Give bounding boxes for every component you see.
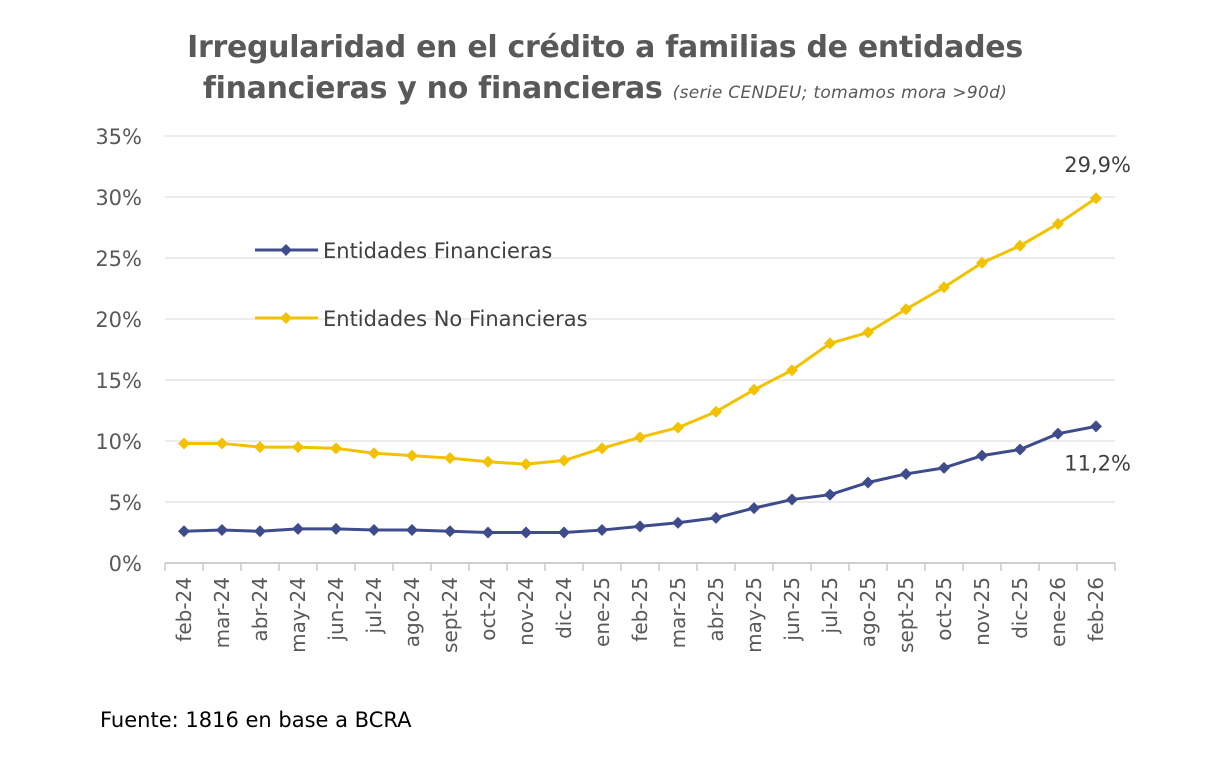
- x-tick-label: mar-24: [210, 577, 234, 648]
- data-point: [520, 458, 532, 471]
- data-point: [672, 516, 684, 529]
- data-point: [178, 437, 190, 450]
- chart-title-line2: financieras y no financieras (serie CEND…: [0, 68, 1210, 114]
- data-point: [216, 524, 228, 537]
- data-point: [976, 449, 988, 462]
- legend-swatch-marker: [280, 312, 292, 324]
- data-point: [1090, 192, 1102, 205]
- data-point: [330, 522, 342, 535]
- data-point: [710, 511, 722, 524]
- x-tick-label: oct-25: [932, 577, 956, 641]
- y-tick-label: 15%: [95, 369, 142, 393]
- data-point: [862, 476, 874, 489]
- legend-label: Entidades Financieras: [323, 239, 552, 263]
- data-point: [406, 449, 418, 462]
- data-point: [824, 488, 836, 501]
- y-tick-label: 10%: [95, 430, 142, 454]
- x-tick-label: ago-25: [856, 577, 880, 647]
- data-point: [1090, 420, 1102, 433]
- y-tick-label: 25%: [95, 247, 142, 271]
- data-point: [786, 364, 798, 377]
- data-point: [254, 441, 266, 454]
- data-point: [976, 256, 988, 269]
- data-point: [596, 442, 608, 455]
- data-point: [558, 454, 570, 467]
- x-tick-label: dic-25: [1008, 577, 1032, 639]
- x-tick-label: feb-25: [628, 577, 652, 642]
- x-tick-label: jun-24: [324, 577, 348, 642]
- x-tick-label: ago-24: [400, 577, 424, 647]
- legend-label: Entidades No Financieras: [323, 307, 588, 331]
- data-point: [178, 525, 190, 538]
- data-point: [900, 467, 912, 480]
- data-point: [292, 522, 304, 535]
- y-tick-label: 30%: [95, 186, 142, 210]
- data-point: [1052, 217, 1064, 230]
- data-point: [862, 326, 874, 339]
- data-point: [558, 526, 570, 539]
- x-tick-label: may-25: [742, 577, 766, 653]
- data-point: [444, 525, 456, 538]
- y-tick-label: 20%: [95, 308, 142, 332]
- x-tick-label: sept-25: [894, 577, 918, 653]
- chart-title-line2-text: financieras y no financieras: [202, 71, 663, 106]
- data-label: 11,2%: [1064, 451, 1131, 475]
- data-point: [710, 405, 722, 418]
- x-tick-label: feb-24: [172, 577, 196, 642]
- x-tick-label: ene-26: [1046, 577, 1070, 647]
- chart-title: Irregularidad en el crédito a familias d…: [0, 28, 1210, 114]
- line-chart: 0% 5% 10% 15% 20% 25% 30% 35% feb-24 mar-24 abr-24…: [95, 125, 1131, 653]
- y-tick-label: 35%: [95, 125, 142, 149]
- data-label: 29,9%: [1064, 153, 1131, 177]
- x-tick-label: nov-24: [514, 577, 538, 646]
- legend-swatch-marker: [280, 244, 292, 256]
- chart-subtitle: (serie CENDEU; tomamos mora >90d): [672, 83, 1008, 103]
- chart-title-line1: Irregularidad en el crédito a familias d…: [187, 30, 1023, 65]
- x-tick-label: jul-24: [362, 577, 386, 634]
- data-point: [824, 337, 836, 350]
- data-point: [634, 431, 646, 444]
- data-point: [672, 421, 684, 434]
- data-point: [292, 441, 304, 454]
- x-tick-label: nov-25: [970, 577, 994, 646]
- x-tick-label: abr-24: [248, 577, 272, 642]
- data-point: [786, 493, 798, 506]
- data-point: [748, 383, 760, 396]
- data-point: [482, 455, 494, 468]
- x-tick-label: mar-25: [666, 577, 690, 648]
- data-point: [1014, 443, 1026, 456]
- data-point: [938, 281, 950, 294]
- data-point: [748, 502, 760, 515]
- y-tick-label: 5%: [109, 491, 142, 515]
- data-point: [368, 447, 380, 460]
- x-tick-label: ene-25: [590, 577, 614, 647]
- data-point: [368, 524, 380, 537]
- x-tick-label: feb-26: [1084, 577, 1108, 642]
- data-point: [900, 303, 912, 316]
- data-point: [444, 452, 456, 465]
- x-tick-label: dic-24: [552, 577, 576, 639]
- x-tick-label: may-24: [286, 577, 310, 653]
- x-tick-label: jun-25: [780, 577, 804, 642]
- data-point: [1052, 427, 1064, 440]
- x-tick-label: jul-25: [818, 577, 842, 634]
- data-point: [216, 437, 228, 450]
- x-tick-label: oct-24: [476, 577, 500, 641]
- data-point: [482, 526, 494, 539]
- data-point: [520, 526, 532, 539]
- x-tick-label: abr-25: [704, 577, 728, 642]
- source-note: Fuente: 1816 en base a BCRA: [100, 708, 412, 732]
- x-tick-label: sept-24: [438, 577, 462, 653]
- data-point: [254, 525, 266, 538]
- data-point: [938, 461, 950, 474]
- series-line-no-financieras: [184, 196, 1097, 466]
- data-point: [330, 442, 342, 455]
- data-point: [634, 520, 646, 533]
- data-point: [1014, 239, 1026, 252]
- data-point: [406, 524, 418, 537]
- y-tick-label: 0%: [109, 552, 142, 576]
- data-point: [596, 524, 608, 537]
